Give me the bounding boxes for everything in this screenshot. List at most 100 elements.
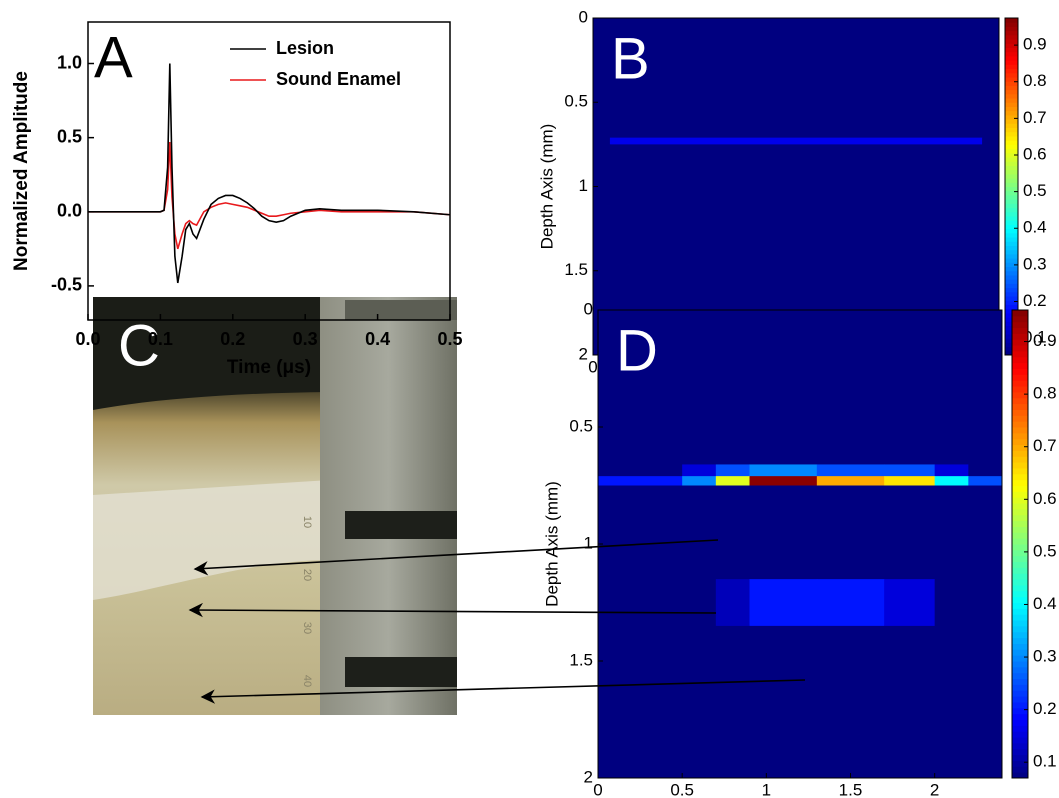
colorbar-segment: [1005, 152, 1018, 158]
colorbar-segment: [1012, 427, 1028, 434]
arrow: [200, 679, 806, 704]
heat-cell: [968, 625, 1003, 779]
line-series: [88, 63, 451, 284]
colorbar-frame: [1011, 309, 1029, 779]
x-tick-label: 0.2: [220, 329, 245, 349]
colorbar-segment: [1005, 140, 1018, 145]
colorbar-segment: [1005, 296, 1018, 301]
photo-ruler-band: [345, 300, 457, 320]
colorbar-tick-label: 0.6: [1033, 489, 1057, 508]
colorbar-segment: [1012, 696, 1028, 703]
colorbar-segment: [1005, 131, 1018, 137]
colorbar-segment: [1012, 397, 1028, 405]
photo-enamel: [93, 480, 330, 600]
plot-frame: [87, 21, 451, 321]
legend-label: Sound Enamel: [276, 69, 401, 89]
heat-cell: [749, 625, 818, 779]
colorbar-segment: [1005, 119, 1018, 124]
colorbar-segment: [1012, 549, 1028, 557]
heat-cell: [816, 625, 885, 779]
heat-cell: [884, 485, 936, 580]
colorbar-segment: [1012, 684, 1028, 691]
colorbar-segment: [1012, 421, 1028, 428]
colorbar-segment: [1012, 678, 1028, 685]
heat-cell: [816, 485, 885, 580]
heat-cell: [598, 476, 683, 486]
heat-cell: [593, 144, 611, 356]
colorbar-segment: [1005, 241, 1018, 246]
colorbar-segment: [1005, 89, 1018, 95]
heat-cell: [816, 476, 885, 486]
colorbar-segment: [1012, 666, 1028, 674]
x-tick-label: 2: [930, 780, 939, 798]
y-axis-label: Depth Axis (mm): [537, 124, 556, 250]
y-axis-label: Normalized Amplitude: [11, 71, 32, 271]
y-tick-label: 2: [584, 767, 593, 786]
colorbar-segment: [1005, 304, 1018, 310]
colorbar-segment: [1005, 148, 1018, 154]
heat-cell: [749, 476, 818, 486]
heat-cell: [598, 310, 683, 465]
colorbar-segment: [1005, 215, 1018, 221]
x-tick-label: 1: [762, 780, 771, 798]
colorbar-segment: [1012, 415, 1028, 422]
y-tick-label: 0.5: [569, 416, 593, 435]
colorbar-segment: [1012, 748, 1028, 756]
colorbar-segment: [1012, 508, 1028, 516]
colorbar-segment: [1012, 643, 1028, 650]
colorbar-segment: [1005, 287, 1018, 293]
colorbar-segment: [1005, 178, 1018, 183]
colorbar-segment: [1005, 203, 1018, 209]
heat-cell: [593, 18, 611, 139]
colorbar-segment: [1012, 409, 1028, 416]
ruler-label: 10: [301, 516, 313, 528]
colorbar-segment: [1012, 467, 1028, 475]
colorbar-segment: [1012, 731, 1028, 738]
colorbar-segment: [1005, 127, 1018, 133]
colorbar-tick-label: 0.5: [1023, 181, 1047, 200]
colorbar-segment: [1005, 224, 1018, 230]
colorbar-segment: [1005, 144, 1018, 150]
heat-cell: [968, 579, 1003, 627]
heat-cell: [682, 625, 717, 779]
heat-cell: [982, 144, 1000, 356]
y-axis-label: Depth Axis (mm): [542, 481, 561, 607]
heat-cell: [934, 464, 969, 477]
panel-label: A: [94, 25, 133, 90]
colorbar-segment: [1012, 567, 1028, 574]
colorbar-segment: [1012, 573, 1028, 580]
colorbar-segment: [1005, 161, 1018, 166]
heat-cell: [934, 310, 969, 465]
colorbar-segment: [1005, 211, 1018, 217]
colorbar-segment: [1012, 584, 1028, 592]
heat-cell: [715, 625, 750, 779]
y-tick-label: 0: [584, 299, 593, 318]
colorbar-segment: [1005, 262, 1018, 268]
arrows: [188, 539, 806, 704]
colorbar-segment: [1005, 68, 1018, 74]
y-tick-label: 0.5: [564, 92, 588, 111]
colorbar-tick-label: 0.3: [1033, 647, 1057, 666]
colorbar-segment: [1005, 237, 1018, 242]
colorbar-segment: [1005, 291, 1018, 297]
colorbar-segment: [1012, 690, 1028, 697]
colorbar-tick-label: 0.7: [1033, 436, 1057, 455]
colorbar-segment: [1012, 345, 1028, 352]
y-tick-label: 1.0: [57, 52, 82, 72]
y-tick-label: 1.5: [564, 260, 588, 279]
colorbar-segment: [1012, 701, 1028, 709]
colorbar-segment: [1005, 266, 1018, 272]
colorbar-segment: [1005, 34, 1018, 40]
heat-cell: [682, 579, 717, 627]
colorbar-segment: [1012, 315, 1028, 323]
x-tick-label: 0.5: [670, 780, 694, 798]
colorbar-segment: [1005, 93, 1018, 99]
colorbar-segment: [1005, 220, 1018, 225]
colorbar-segment: [1012, 473, 1028, 481]
heat-cell: [968, 485, 1003, 580]
colorbar-segment: [1012, 754, 1028, 761]
colorbar-segment: [1005, 60, 1018, 65]
colorbar-segment: [1005, 173, 1018, 179]
colorbar-segment: [1012, 544, 1028, 551]
colorbar-tick-label: 0.8: [1033, 384, 1057, 403]
